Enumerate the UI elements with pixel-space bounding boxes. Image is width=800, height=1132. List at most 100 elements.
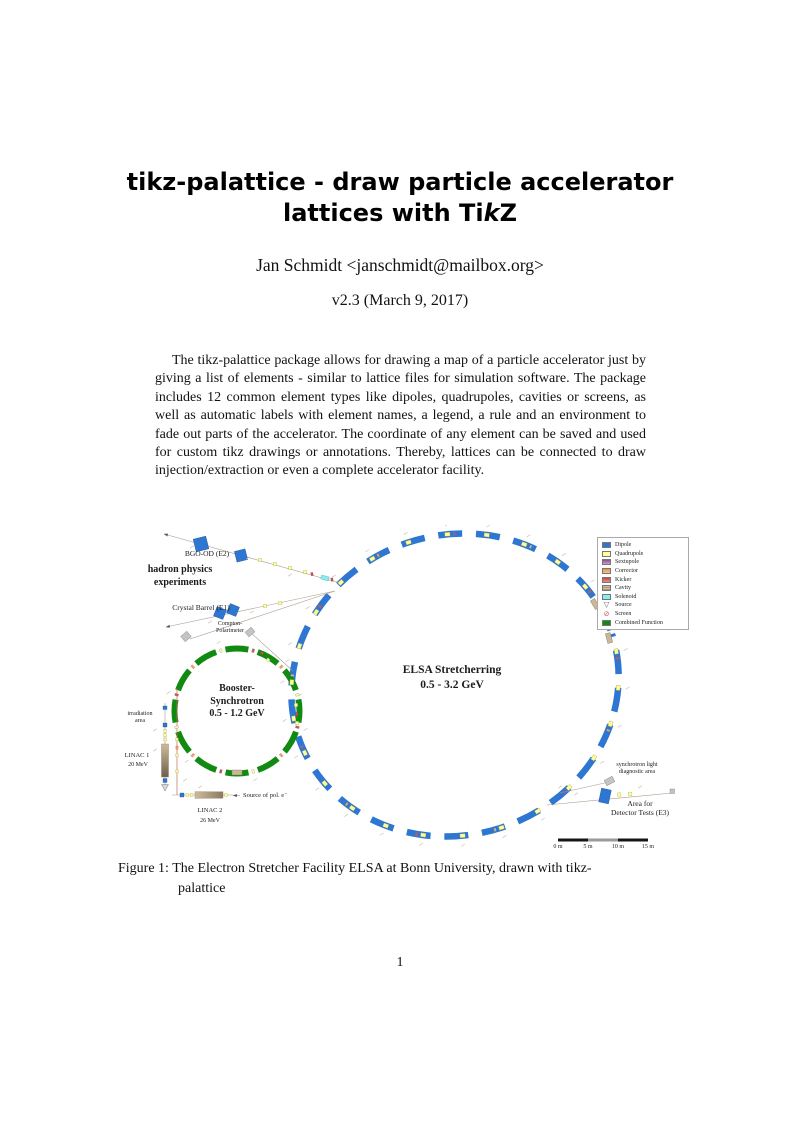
linac2-dipole: [179, 792, 185, 798]
sextupole-element: [299, 744, 305, 749]
page-number: 1: [396, 955, 404, 970]
screen-circle-icon: ⊘: [603, 609, 610, 619]
legend-row-quadrupole: Quadrupole: [602, 550, 684, 559]
kicker-element: [174, 693, 179, 697]
scale-segment: [558, 838, 588, 842]
corrector-swatch-icon: [602, 568, 611, 575]
element-name-tick: [282, 718, 287, 722]
element-name-tick: [379, 832, 384, 836]
legend-row-screen: ⊘ Screen: [603, 609, 632, 619]
linac1-cavity: [161, 743, 169, 778]
quadrupole-element: [613, 648, 619, 655]
title-line2: lattices with TikZ: [282, 199, 518, 227]
cavity-element: [493, 827, 497, 832]
beamline-dipole: [226, 603, 240, 617]
synclight-label: synchrotron light diagnostic area: [616, 762, 658, 776]
element-name-tick: [600, 760, 605, 764]
bgo-dipole: [192, 535, 210, 553]
quadrupole-element: [607, 720, 614, 728]
scale-segment: [618, 838, 648, 842]
figure-caption: Figure 1: The Electron Stretcher Facilit…: [118, 859, 684, 898]
detector-tests-label: Area for Detector Tests (E3): [610, 799, 670, 817]
element-name-tick: [526, 534, 531, 538]
element-name-tick: [207, 620, 213, 624]
elsa-cavity: [605, 632, 613, 644]
bgo-label: BGO-OD (E2): [184, 549, 230, 558]
quadrupole-element: [321, 779, 329, 787]
element-name-tick: [344, 813, 349, 817]
linac1-dipole: [162, 722, 168, 728]
element-name-tick: [294, 755, 299, 759]
element-name-tick: [561, 553, 566, 557]
legend-row-kicker: Kicker: [602, 575, 684, 584]
element-name-tick: [216, 640, 221, 644]
bgo-beamline: [163, 533, 341, 584]
cavity-element: [290, 674, 295, 677]
element-name-tick: [152, 728, 158, 732]
junction-quads: [257, 557, 633, 797]
quadrupole-element: [615, 684, 621, 691]
quadrupole-element: [382, 822, 390, 829]
corrector-element: [190, 752, 196, 758]
title-line1: tikz-palattice - draw particle accelerat…: [126, 168, 674, 196]
element-name-tick: [502, 835, 507, 839]
legend-row-sextupole: Sextupole: [602, 558, 684, 567]
element-name-tick: [419, 842, 424, 846]
irradiation-area-label: irradiation area: [127, 711, 153, 725]
element-name-tick: [617, 724, 622, 728]
element-name-tick: [305, 606, 310, 610]
linac1-dipole: [162, 705, 168, 710]
quadrupole-element: [289, 679, 295, 686]
quadrupole-element: [444, 531, 451, 537]
legend-row-combined: Combined Function: [602, 618, 684, 627]
compton-polarimeter-label: Compton- Polarimeter: [216, 621, 244, 635]
quadrupole-element: [498, 824, 505, 831]
quadrupole-element: [301, 749, 308, 757]
solenoid-swatch-icon: [602, 593, 611, 600]
quadrupole-element: [520, 541, 528, 548]
synclight-beamline: [559, 781, 610, 794]
booster-label: Booster- Synchrotron 0.5 - 1.2 GeV: [209, 683, 265, 720]
linac1-dipole: [162, 778, 168, 783]
element-name-tick: [288, 642, 293, 646]
kicker-element: [415, 832, 418, 837]
element-name-tick: [253, 778, 258, 782]
polarimeter-box: [244, 626, 256, 638]
element-name-tick: [331, 574, 336, 578]
target-boxes: [180, 626, 675, 794]
solenoid-element: [320, 574, 330, 582]
legend-row-cavity: Cavity: [602, 584, 684, 593]
linac1-elements: [161, 705, 169, 792]
detector-dipole: [598, 787, 612, 805]
element-name-tick: [486, 525, 491, 528]
kicker-swatch-icon: [602, 576, 611, 583]
scale-tick-5: 5 m: [583, 844, 593, 850]
element-name-tick: [574, 792, 579, 796]
legend-row-solenoid: Solenoid: [602, 593, 684, 602]
element-name-tick: [182, 778, 188, 782]
cavity-swatch-icon: [602, 585, 611, 592]
crystal-barrel-label: Crystal Barrel (E1): [172, 603, 230, 612]
corrector-element: [376, 553, 381, 558]
legend-row-corrector: Corrector: [602, 567, 684, 576]
combined-function-swatch-icon: [602, 619, 611, 626]
caption-line1: Figure 1: The Electron Stretcher Facilit…: [118, 861, 592, 876]
sextupole-element: [562, 790, 567, 795]
electron-source-triangle: [161, 784, 169, 792]
source-triangle-icon: ▽: [603, 600, 610, 610]
beamline-dipole: [213, 606, 227, 620]
hadron-physics-label: hadron physics experiments: [147, 564, 213, 588]
beamline-endbox: [669, 788, 675, 794]
element-name-tick: [590, 579, 595, 583]
quadrupole-element: [368, 555, 376, 562]
corrector-element: [278, 752, 284, 758]
element-name-tick: [637, 785, 643, 789]
quadrupole-element: [581, 583, 589, 591]
beamline-dipoles: [192, 535, 612, 805]
linac1-label: LINAC 1: [124, 752, 150, 759]
scale-tick-15: 15 m: [641, 844, 655, 850]
beamline-dipole: [234, 548, 248, 563]
scale-segment: [588, 838, 618, 842]
version-line: v2.3 (March 9, 2017): [331, 292, 469, 309]
